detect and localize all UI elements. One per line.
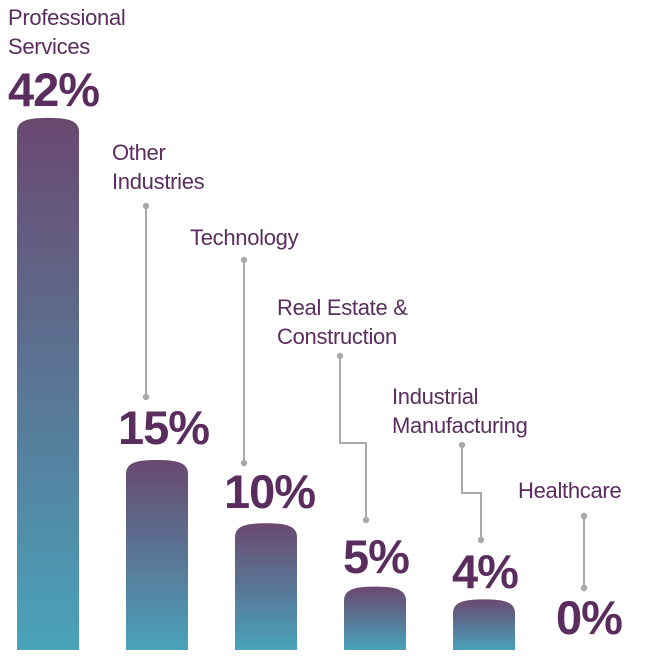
category-label-line: Other bbox=[112, 140, 166, 165]
category-label-line: Industries bbox=[112, 169, 205, 194]
category-label-line: Services bbox=[8, 34, 90, 59]
leader-line bbox=[461, 445, 482, 540]
bar-other-industries bbox=[126, 459, 188, 650]
category-label-line: Professional bbox=[8, 5, 126, 30]
category-label: Other Industries bbox=[112, 138, 205, 196]
category-label: Professional Services bbox=[8, 3, 126, 61]
leader-dot bbox=[362, 516, 370, 524]
leader-line bbox=[339, 356, 367, 520]
data-label: 5% bbox=[343, 530, 410, 583]
data-label: 0% bbox=[556, 591, 623, 644]
leader-dot bbox=[458, 441, 466, 449]
leader-dot bbox=[336, 352, 344, 360]
category-label-line: Real Estate & bbox=[277, 295, 408, 320]
bar-industrial-manufacturing bbox=[453, 599, 515, 650]
category-label-line: Construction bbox=[277, 324, 397, 349]
leader-dot bbox=[142, 393, 150, 401]
category-label-line: Technology bbox=[190, 225, 299, 250]
data-label: 10% bbox=[224, 465, 316, 518]
leader-dot bbox=[580, 512, 588, 520]
data-label: 4% bbox=[452, 545, 519, 598]
bar-technology bbox=[235, 523, 297, 650]
category-label: Industrial Manufacturing bbox=[392, 382, 528, 440]
leader-dot bbox=[580, 584, 588, 592]
bar-real-estate-construction bbox=[344, 586, 406, 650]
category-label: Healthcare bbox=[518, 476, 622, 505]
category-label-line: Industrial bbox=[392, 384, 479, 409]
leader-dot bbox=[240, 459, 248, 467]
bar-professional-services bbox=[17, 117, 79, 651]
category-label: Real Estate & Construction bbox=[277, 293, 408, 351]
category-label: Technology bbox=[190, 223, 299, 252]
category-label-line: Manufacturing bbox=[392, 413, 528, 438]
leader-dot bbox=[477, 536, 485, 544]
leader-dot bbox=[142, 202, 150, 210]
data-label: 15% bbox=[118, 401, 210, 454]
data-label: 42% bbox=[8, 63, 100, 116]
leader-dot bbox=[240, 256, 248, 264]
category-label-line: Healthcare bbox=[518, 478, 622, 503]
